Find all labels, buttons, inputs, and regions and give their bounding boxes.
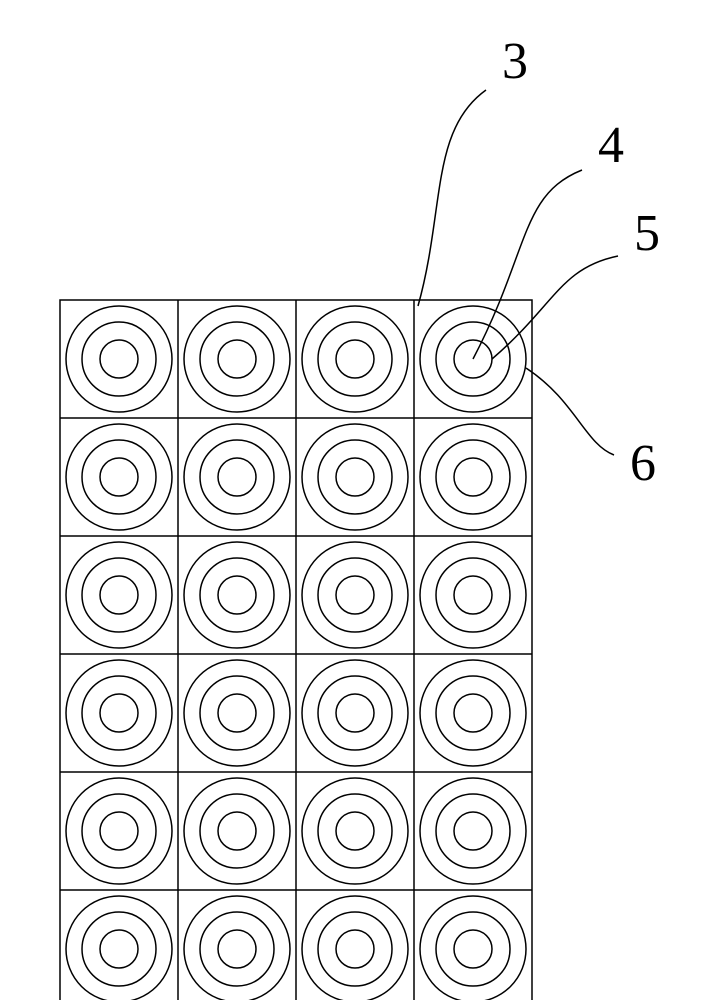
grid-cell	[302, 778, 408, 884]
target-inner-circle	[100, 812, 138, 850]
callout-label-4: 4	[598, 117, 624, 174]
target-middle-circle	[436, 912, 510, 986]
target-inner-circle	[454, 812, 492, 850]
grid-cell	[420, 660, 526, 766]
target-inner-circle	[100, 930, 138, 968]
target-inner-circle	[454, 930, 492, 968]
target-inner-circle	[454, 458, 492, 496]
grid-cell	[420, 542, 526, 648]
target-inner-circle	[336, 458, 374, 496]
target-inner-circle	[100, 340, 138, 378]
target-inner-circle	[218, 812, 256, 850]
target-inner-circle	[100, 458, 138, 496]
target-middle-circle	[318, 558, 392, 632]
target-middle-circle	[82, 322, 156, 396]
grid-cell	[420, 896, 526, 1000]
target-inner-circle	[218, 694, 256, 732]
target-middle-circle	[318, 676, 392, 750]
target-inner-circle	[218, 340, 256, 378]
grid-cell	[302, 306, 408, 412]
target-inner-circle	[336, 694, 374, 732]
target-inner-circle	[336, 576, 374, 614]
target-middle-circle	[436, 440, 510, 514]
grid-cell	[420, 424, 526, 530]
grid-cell	[184, 660, 290, 766]
grid-cell	[184, 424, 290, 530]
target-middle-circle	[82, 794, 156, 868]
target-inner-circle	[336, 340, 374, 378]
grid-cell	[302, 660, 408, 766]
target-middle-circle	[436, 676, 510, 750]
target-middle-circle	[200, 912, 274, 986]
grid-cell	[66, 778, 172, 884]
target-inner-circle	[336, 930, 374, 968]
grid-cell	[66, 306, 172, 412]
target-inner-circle	[454, 576, 492, 614]
grid-cell	[184, 896, 290, 1000]
callout-label-3: 3	[502, 33, 528, 90]
grid-cell	[66, 660, 172, 766]
callout-label-5: 5	[634, 205, 660, 262]
target-middle-circle	[318, 794, 392, 868]
grid-cell	[302, 424, 408, 530]
target-middle-circle	[82, 440, 156, 514]
target-middle-circle	[200, 558, 274, 632]
grid-cell	[184, 306, 290, 412]
target-inner-circle	[336, 812, 374, 850]
target-inner-circle	[454, 694, 492, 732]
callout-leader	[473, 170, 582, 359]
grid-cell	[66, 896, 172, 1000]
target-middle-circle	[436, 794, 510, 868]
target-inner-circle	[218, 458, 256, 496]
grid-cell	[184, 778, 290, 884]
target-inner-circle	[218, 576, 256, 614]
grid-cell	[184, 542, 290, 648]
callout-label-6: 6	[630, 435, 656, 492]
target-middle-circle	[200, 794, 274, 868]
callout-leader	[418, 90, 486, 306]
target-middle-circle	[82, 558, 156, 632]
target-middle-circle	[200, 440, 274, 514]
target-inner-circle	[100, 576, 138, 614]
target-middle-circle	[200, 676, 274, 750]
target-middle-circle	[436, 558, 510, 632]
target-middle-circle	[318, 912, 392, 986]
grid-cell	[66, 542, 172, 648]
target-middle-circle	[200, 322, 274, 396]
target-middle-circle	[318, 440, 392, 514]
target-middle-circle	[82, 676, 156, 750]
target-inner-circle	[218, 930, 256, 968]
grid-cell	[66, 424, 172, 530]
target-middle-circle	[82, 912, 156, 986]
target-inner-circle	[100, 694, 138, 732]
grid-cell	[420, 778, 526, 884]
grid-cell	[302, 896, 408, 1000]
target-middle-circle	[318, 322, 392, 396]
callout-leader	[526, 368, 614, 455]
grid-cell	[302, 542, 408, 648]
